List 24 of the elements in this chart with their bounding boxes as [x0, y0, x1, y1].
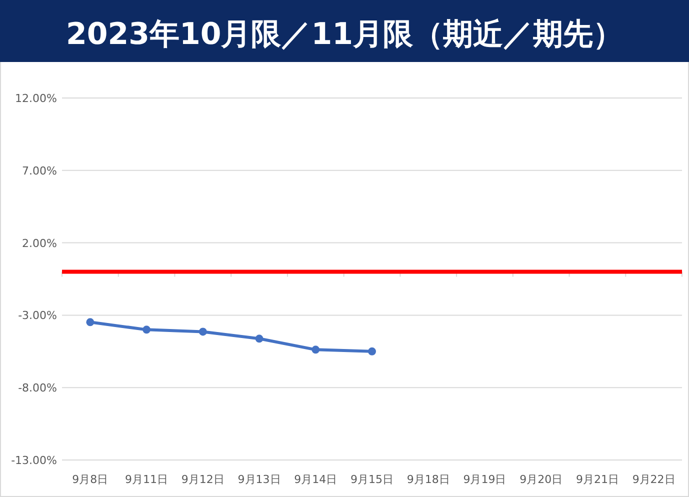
x-tick-label: 9月19日 [463, 473, 506, 486]
chart-title: 2023年10月限／11月限（期近／期先） [66, 17, 623, 52]
y-tick-label: -3.00% [18, 309, 57, 322]
y-tick-label: -8.00% [18, 382, 57, 395]
x-tick-label: 9月20日 [520, 473, 563, 486]
point [255, 334, 264, 343]
x-tick-label: 9月14日 [294, 473, 338, 486]
y-tick-label: 2.00% [22, 236, 57, 250]
x-tick-label: 9月8日 [72, 473, 108, 486]
point [312, 346, 320, 354]
point [198, 328, 207, 336]
x-tick-label: 9月11日 [125, 473, 168, 486]
x-tick-label: 9月22日 [632, 473, 676, 486]
y-tick-label: 7.00% [22, 164, 57, 178]
y-tick-label: 12.00% [15, 92, 57, 105]
point [368, 347, 376, 356]
x-tick-label: 9月15日 [350, 473, 394, 486]
x-tick-label: 9月18日 [406, 473, 450, 486]
point [86, 318, 94, 326]
y-tick-label: -13.00% [11, 454, 57, 467]
x-tick-label: 9月13日 [238, 473, 281, 486]
x-tick-label: 9月12日 [181, 473, 224, 486]
point [142, 326, 151, 334]
x-tick-label: 9月21日 [576, 473, 619, 486]
